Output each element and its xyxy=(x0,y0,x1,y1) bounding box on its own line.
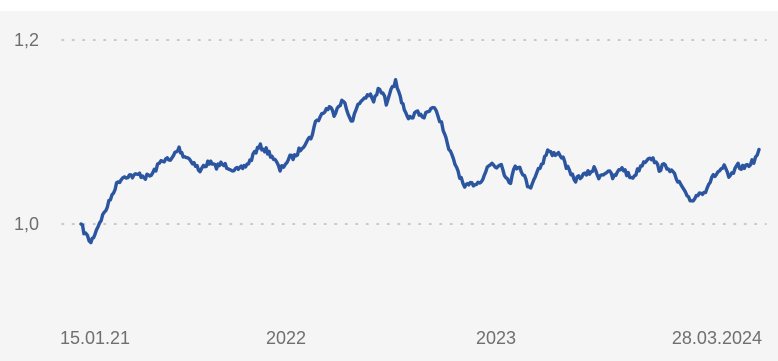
y-tick-label: 1,0 xyxy=(14,214,39,234)
y-tick-label: 1,2 xyxy=(14,30,39,50)
x-tick-label: 28.03.2024 xyxy=(672,328,762,348)
plot-background xyxy=(0,11,778,361)
x-tick-label: 15.01.21 xyxy=(60,328,130,348)
series-line xyxy=(79,78,761,245)
x-tick-label: 2022 xyxy=(266,328,306,348)
x-tick-label: 2023 xyxy=(476,328,516,348)
grid-layer xyxy=(61,39,767,225)
tick-label-layer: 1,0 1,2 15.01.21 2022 2023 28.03.2024 xyxy=(14,30,762,348)
series-layer xyxy=(79,78,761,245)
